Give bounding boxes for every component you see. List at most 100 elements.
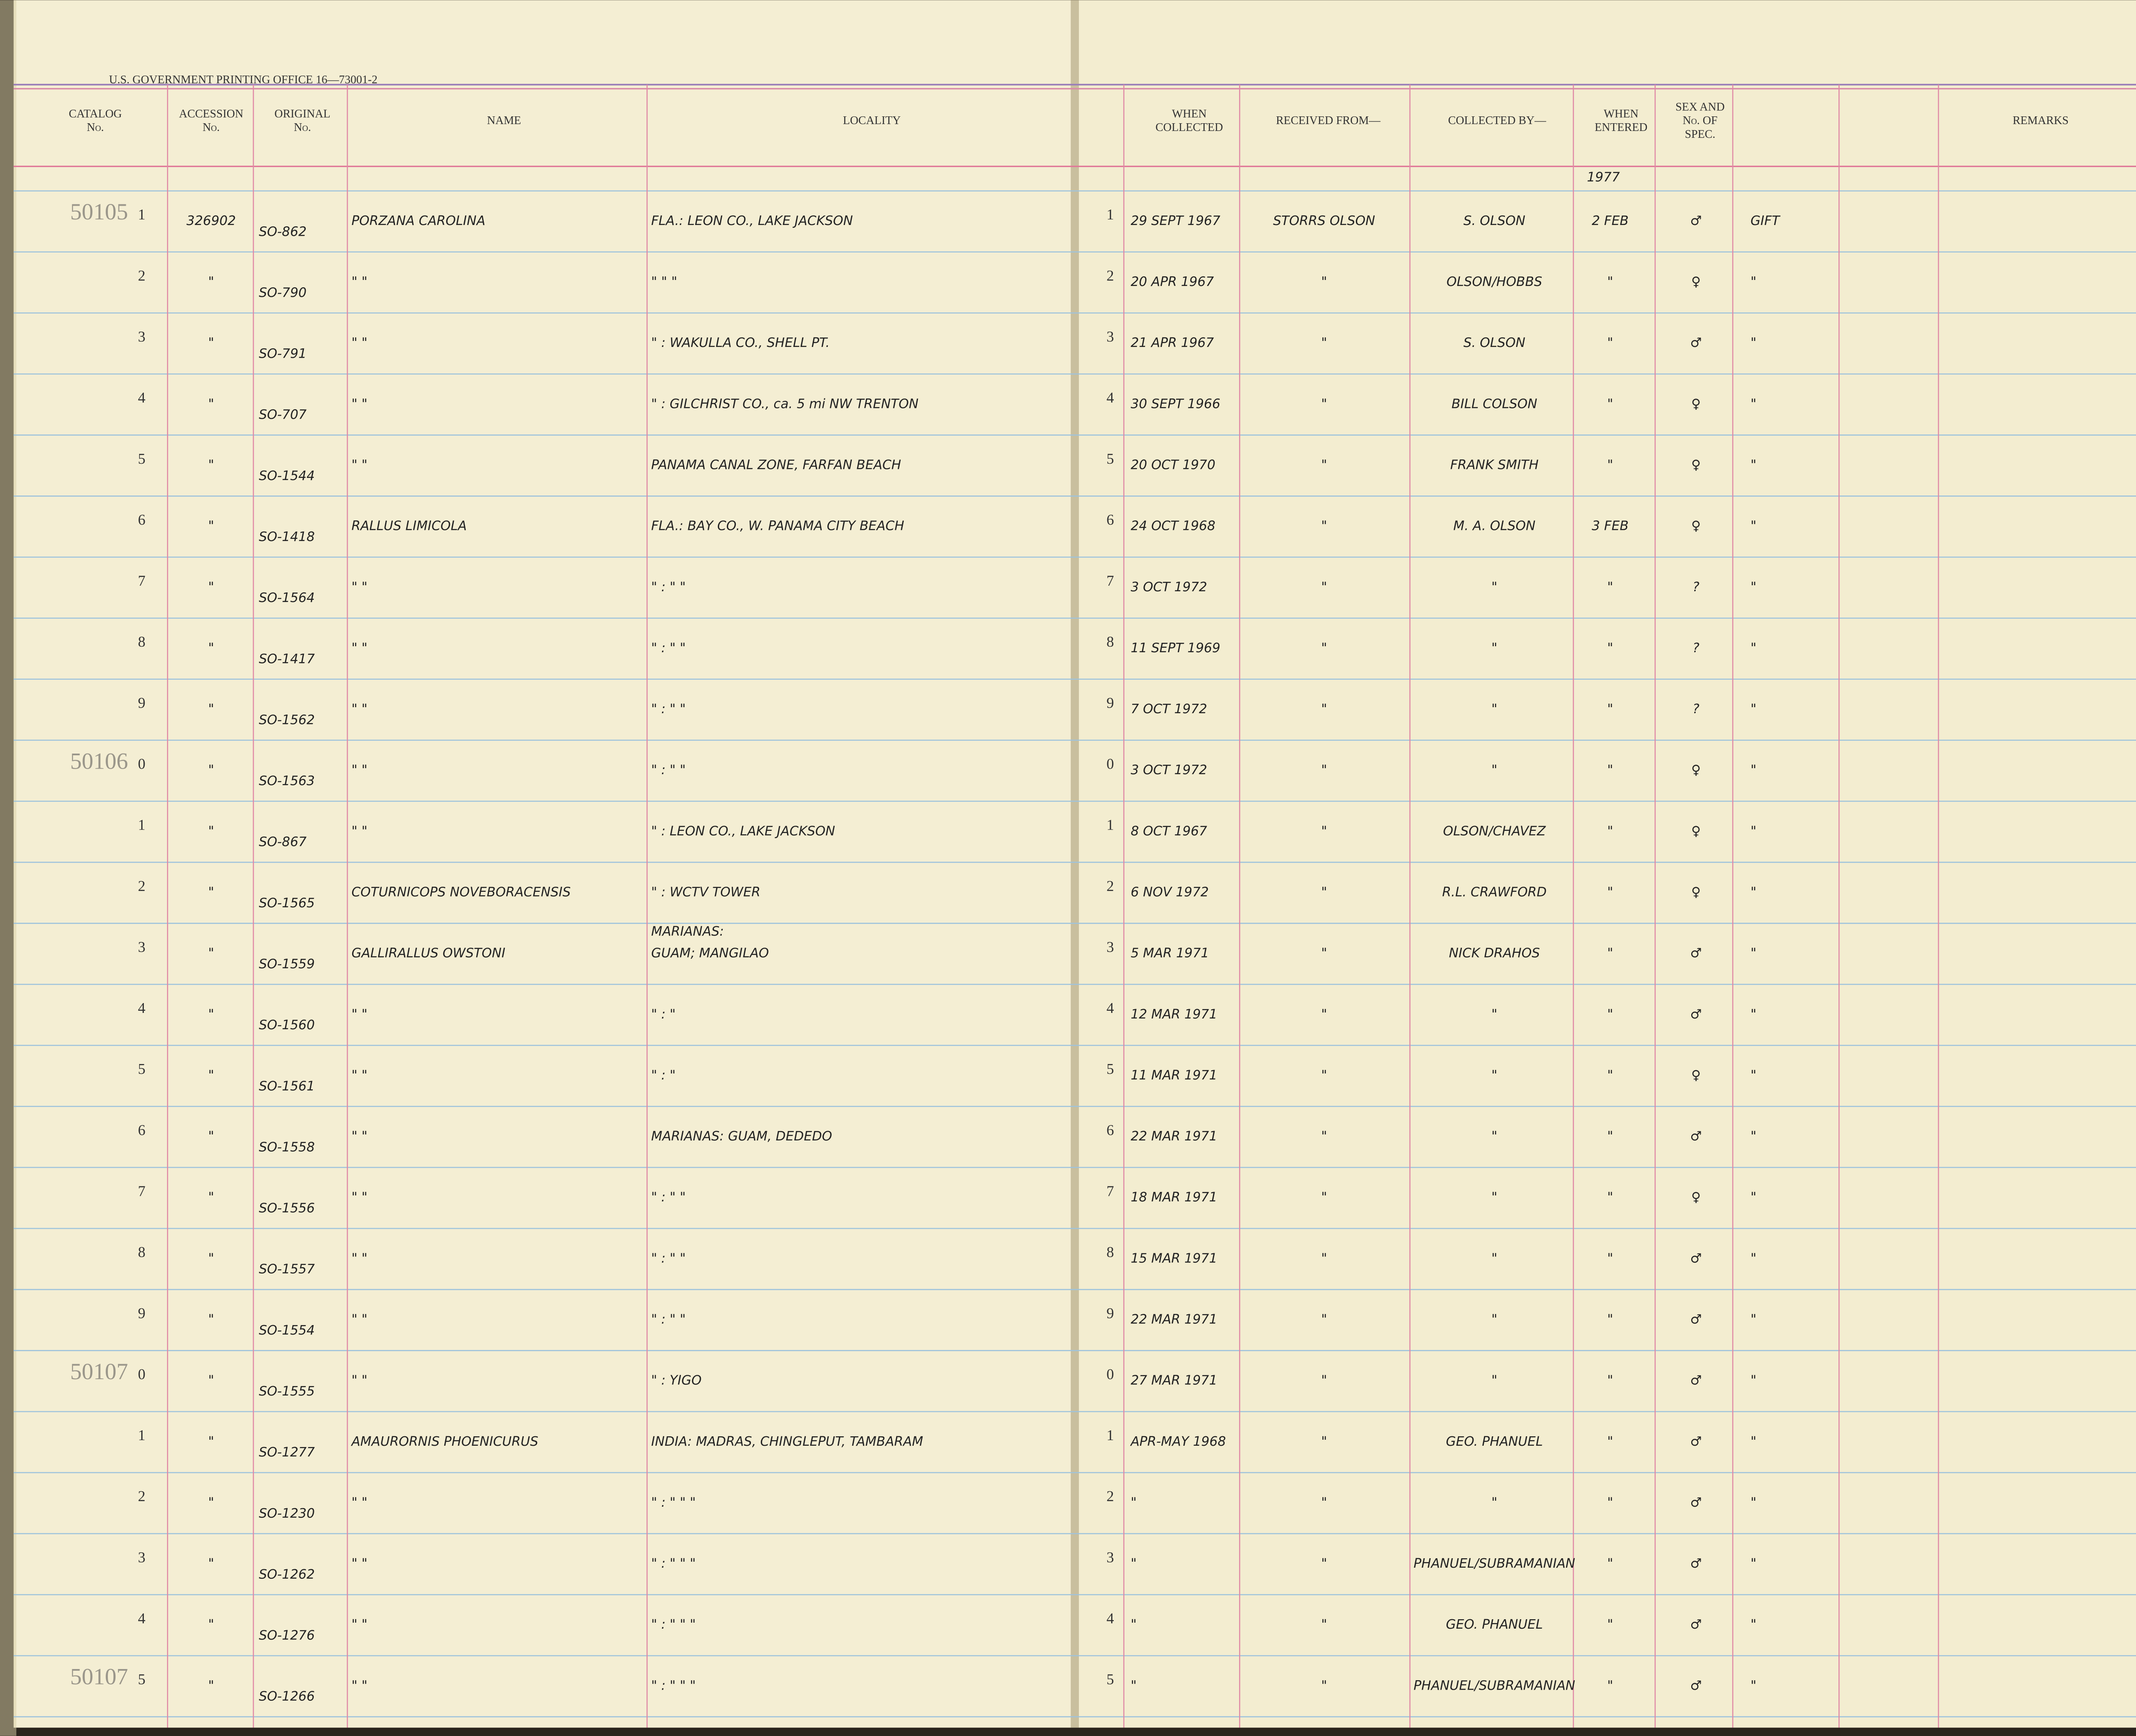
entered: " (1607, 396, 1613, 411)
entered: " (1607, 274, 1613, 289)
name: " " (352, 1129, 368, 1144)
collected-by: GEO. PHANUEL (1446, 1434, 1543, 1449)
unit: 1 (138, 206, 145, 223)
unit: 8 (138, 633, 145, 650)
collected-by: " (1492, 1251, 1498, 1266)
entered: " (1607, 946, 1613, 961)
collected: 11 MAR 1971 (1130, 1068, 1217, 1083)
unit: 7 (138, 1183, 145, 1200)
received: " (1321, 396, 1327, 411)
collected-by: " (1492, 1007, 1498, 1022)
right-unit: 3 (1106, 1549, 1114, 1566)
right-unit: 5 (1106, 1061, 1114, 1077)
received: " (1321, 763, 1327, 778)
entered: " (1607, 1495, 1613, 1510)
name: COTURNICOPS NOVEBORACENSIS (352, 885, 571, 900)
unit: 2 (138, 267, 145, 284)
remarks: " (1750, 763, 1756, 778)
sex: ♂ (1690, 1434, 1702, 1449)
collected: 5 MAR 1971 (1130, 946, 1209, 961)
sex: ♂ (1690, 1495, 1702, 1510)
column-header: SPEC. (1685, 128, 1715, 140)
right-unit: 4 (1106, 1610, 1114, 1627)
name: " " (352, 1617, 368, 1632)
collected-by: " (1492, 1495, 1498, 1510)
collected: " (1130, 1556, 1136, 1571)
right-unit: 6 (1106, 511, 1114, 528)
right-unit: 1 (1106, 1427, 1114, 1444)
received: " (1321, 1129, 1327, 1144)
collected: 3 OCT 1972 (1130, 763, 1207, 778)
original: SO-1565 (259, 896, 315, 911)
column-header: REMARKS (2013, 114, 2069, 127)
sex: ♀ (1691, 885, 1701, 900)
right-unit: 7 (1106, 1183, 1114, 1200)
remarks: " (1750, 824, 1756, 839)
right-unit: 6 (1106, 1122, 1114, 1138)
original: SO-1417 (259, 651, 315, 666)
collected: 18 MAR 1971 (1130, 1190, 1217, 1205)
right-unit: 0 (1106, 756, 1114, 772)
received: " (1321, 1434, 1327, 1449)
sex: ? (1692, 702, 1699, 717)
sex: ♂ (1690, 1312, 1702, 1327)
column-header: No. (294, 121, 311, 134)
right-page (1076, 0, 2136, 1728)
name: " " (352, 1251, 368, 1266)
remarks: " (1750, 1312, 1756, 1327)
column-header: SEX AND (1675, 100, 1725, 113)
unit: 5 (138, 1671, 145, 1688)
collected-by: S. OLSON (1464, 335, 1525, 350)
name: " " (352, 1068, 368, 1083)
entered: " (1607, 1373, 1613, 1388)
accession: " (208, 641, 214, 656)
right-unit: 5 (1106, 1671, 1114, 1688)
right-unit: 4 (1106, 1000, 1114, 1016)
entered: " (1607, 1190, 1613, 1205)
sex: ♂ (1690, 213, 1702, 228)
right-unit: 3 (1106, 328, 1114, 345)
right-unit: 1 (1106, 206, 1114, 223)
locality: " : " " (651, 1251, 686, 1266)
original: SO-862 (259, 224, 307, 239)
collected-by: M. A. OLSON (1453, 519, 1535, 534)
collected: " (1130, 1495, 1136, 1510)
remarks: " (1750, 1678, 1756, 1693)
unit: 1 (138, 817, 145, 833)
unit: 3 (138, 939, 145, 955)
page-edges (0, 0, 17, 1736)
right-unit: 9 (1106, 1305, 1114, 1322)
collected: 24 OCT 1968 (1130, 519, 1215, 534)
received: " (1321, 1617, 1327, 1632)
right-unit: 2 (1106, 1488, 1114, 1505)
locality: " : GILCHRIST CO., ca. 5 mi NW TRENTON (651, 396, 919, 411)
unit: 4 (138, 389, 145, 406)
received: STORRS OLSON (1273, 213, 1375, 228)
locality: PANAMA CANAL ZONE, FARFAN BEACH (651, 457, 901, 472)
collected: 20 APR 1967 (1130, 274, 1214, 289)
collected: 20 OCT 1970 (1130, 457, 1215, 472)
collected-by: PHANUEL/SUBRAMANIAN (1413, 1556, 1575, 1571)
collected: " (1130, 1678, 1136, 1693)
accession: " (208, 335, 214, 350)
locality: " : " " " (651, 1556, 696, 1571)
accession: " (208, 274, 214, 289)
unit: 5 (138, 1061, 145, 1077)
locality: " : YIGO (651, 1373, 702, 1388)
sex: ♂ (1690, 1129, 1702, 1144)
remarks: " (1750, 702, 1756, 717)
column-header: COLLECTED BY— (1448, 114, 1547, 127)
accession: " (208, 1190, 214, 1205)
entered: " (1607, 702, 1613, 717)
entered: 2 FEB (1592, 213, 1629, 228)
collected: 27 MAR 1971 (1130, 1373, 1217, 1388)
entered: " (1607, 1678, 1613, 1693)
right-unit: 1 (1106, 817, 1114, 833)
name: AMAURORNIS PHOENICURUS (351, 1434, 538, 1449)
name: RALLUS LIMICOLA (352, 519, 467, 534)
locality: " : " " (651, 1312, 686, 1327)
name: " " (352, 1495, 368, 1510)
sex: ♀ (1691, 519, 1701, 534)
locality: " : " " " (651, 1495, 696, 1510)
entered: " (1607, 335, 1613, 350)
